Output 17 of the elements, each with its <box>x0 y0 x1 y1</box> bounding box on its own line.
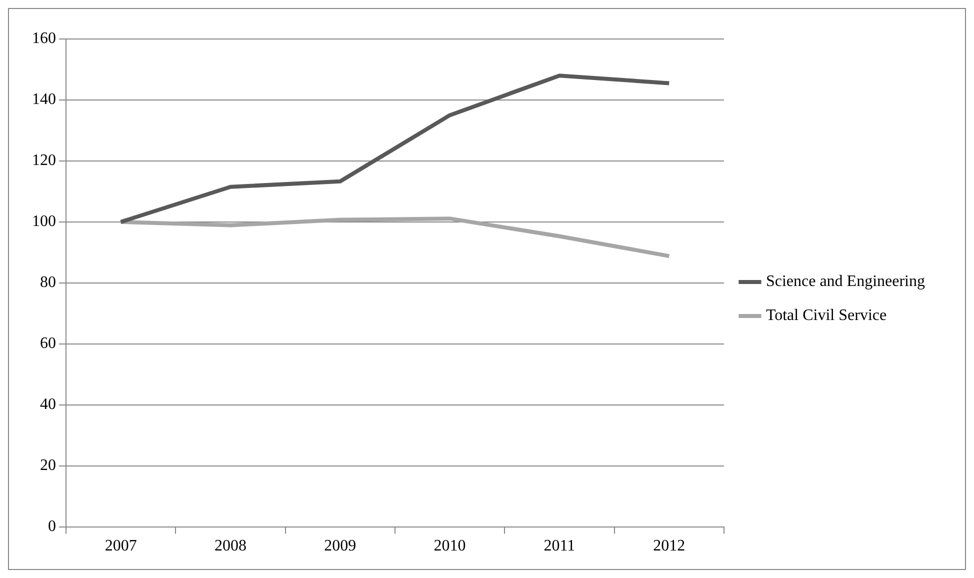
x-tick-label: 2009 <box>324 538 356 555</box>
y-tick-label: 60 <box>40 335 56 352</box>
y-tick-label: 0 <box>48 518 56 536</box>
y-tick-label: 160 <box>32 30 56 48</box>
y-tick-label: 140 <box>32 91 56 108</box>
legend-label: Total Civil Service <box>766 307 887 324</box>
y-tick-label: 80 <box>40 274 56 292</box>
x-tick-label: 2010 <box>434 538 466 555</box>
y-tick-label: 120 <box>32 152 56 170</box>
y-tick-label: 20 <box>40 457 56 474</box>
y-tick-label: 40 <box>40 396 56 414</box>
legend-label: Science and Engineering <box>766 273 925 290</box>
y-tick-label: 100 <box>32 213 56 230</box>
x-tick-label: 2011 <box>544 538 576 555</box>
x-tick-label: 2012 <box>653 538 686 555</box>
x-tick-label: 2008 <box>214 538 246 555</box>
x-tick-label: 2007 <box>104 538 137 555</box>
